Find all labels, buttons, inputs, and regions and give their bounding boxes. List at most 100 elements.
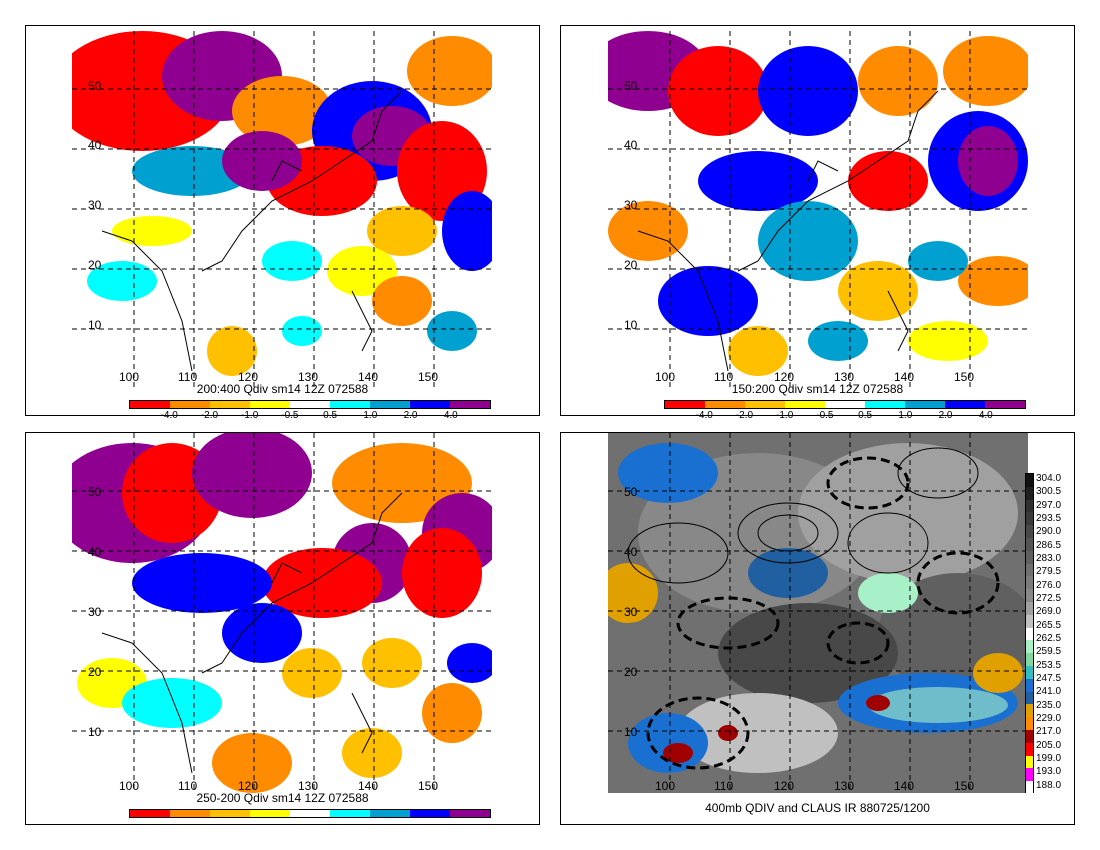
ir-colorbar-swatch: [1026, 665, 1033, 679]
colorbar-swatch: [705, 401, 745, 408]
lon-label: 120: [238, 370, 259, 384]
colorbar-swatch: [370, 810, 410, 817]
lon-label: 100: [119, 779, 140, 793]
qdiv-colorbar: [129, 809, 491, 818]
panel-400mb-qdiv-claus-ir: 50 40 30 20 10 100 110 120 130 140 150 4…: [560, 432, 1075, 825]
lon-label: 150: [954, 779, 975, 793]
colorbar-swatch: [290, 810, 330, 817]
colorbar-swatch: [905, 401, 945, 408]
lon-label: 120: [238, 779, 259, 793]
ir-colorbar-swatch: [1026, 729, 1033, 743]
ir-colorbar-swatch: [1026, 755, 1033, 769]
lat-label: 30: [624, 605, 638, 619]
lon-label: 140: [894, 370, 915, 384]
ir-scale-label: 241.0: [1036, 686, 1062, 698]
ir-scale-label: 235.0: [1036, 699, 1062, 711]
panel-caption: 150:200 Qdiv sm14 12Z 072588: [731, 382, 904, 396]
ir-scale-label: 290.0: [1036, 526, 1062, 538]
ir-colorbar-swatch: [1026, 576, 1033, 590]
ir-scale-label: 293.5: [1036, 513, 1062, 524]
ir-colorbar-swatch: [1026, 525, 1033, 538]
qdiv-colorbar: [129, 400, 491, 409]
ir-colorbar-swatch: [1026, 742, 1033, 756]
ir-colorbar-swatch: [1026, 589, 1033, 602]
lat-label: 10: [88, 318, 102, 332]
colorbar-swatch: [945, 401, 985, 408]
ir-scale-label: 286.5: [1036, 539, 1062, 551]
ir-scale-label: 272.5: [1036, 593, 1062, 604]
colorbar-tick-label: -4.0: [160, 410, 178, 421]
lon-label: 100: [655, 370, 676, 384]
colorbar-swatch: [250, 810, 290, 817]
ir-colorbar-swatch: [1026, 512, 1033, 526]
lat-label: 30: [88, 198, 102, 212]
lat-label: 10: [88, 725, 102, 739]
ir-colorbar-swatch: [1026, 601, 1033, 615]
ir-scale-label: 300.5: [1036, 486, 1062, 498]
colorbar-swatch: [250, 401, 290, 408]
lon-label: 150: [418, 779, 439, 793]
ir-colorbar-swatch: [1026, 678, 1033, 692]
ir-scale-label: 188.0: [1036, 779, 1062, 791]
lon-label: 100: [119, 370, 140, 384]
colorbar-swatch: [785, 401, 825, 408]
colorbar-tick-label: 1.0: [363, 410, 378, 421]
colorbar-tick-label: 2.0: [403, 410, 418, 421]
colorbar-swatch: [370, 401, 410, 408]
ir-scale-label: 279.5: [1036, 566, 1062, 578]
ir-colorbar-swatch: [1026, 781, 1033, 794]
lat-label: 30: [624, 198, 638, 212]
ir-colorbar-swatch: [1026, 627, 1033, 641]
colorbar-tick-label: -1.0: [776, 410, 794, 421]
ir-scale-label: 193.0: [1036, 766, 1062, 778]
colorbar-tick-label: -0.5: [816, 410, 834, 421]
colorbar-ticks: -4.0 -2.0 -1.0 -0.5 0.5 1.0 2.0 4.0: [664, 410, 1026, 422]
colorbar-swatch: [825, 401, 865, 408]
ir-colorbar-swatch: [1026, 486, 1033, 500]
ir-scale-label: 283.0: [1036, 553, 1062, 564]
colorbar-tick-label: -0.5: [281, 410, 299, 421]
panel-200-400-qdiv: 50 40 30 20 10 100 110 120 130 140 150 2…: [25, 25, 540, 421]
lon-label: 130: [298, 370, 319, 384]
lat-label: 20: [88, 665, 102, 679]
panel-caption: 400mb QDIV and CLAUS IR 880725/1200: [705, 801, 930, 815]
colorbar-tick-label: -2.0: [735, 410, 754, 421]
colorbar-tick-label: -1.0: [241, 410, 259, 421]
ir-colorbar-swatch: [1026, 640, 1033, 654]
lon-label: 150: [418, 370, 439, 384]
lon-label: 140: [358, 370, 379, 384]
lon-label: 140: [358, 779, 379, 793]
lat-label: 50: [88, 79, 102, 93]
colorbar-swatch: [210, 401, 250, 408]
ir-scale-label: 199.0: [1036, 753, 1062, 764]
panel-caption: 200:400 Qdiv sm14 12Z 072588: [196, 382, 369, 396]
colorbar-swatch: [865, 401, 905, 408]
colorbar-tick-label: 0.5: [858, 410, 873, 421]
lon-label: 120: [774, 779, 795, 793]
lat-label: 50: [88, 485, 102, 499]
lon-label: 110: [178, 370, 198, 384]
colorbar-swatch: [170, 810, 210, 817]
map-area: [608, 31, 1028, 389]
colorbar-swatch: [130, 810, 170, 817]
colorbar-swatch: [330, 401, 370, 408]
colorbar-swatch: [210, 810, 250, 817]
ir-colorbar-labels: 304.0 300.5 297.0 293.5 290.0 286.5 283.0 279.5…: [1036, 473, 1076, 793]
colorbar-ticks: -4.0 -2.0 -1.0 -0.5 0.5 1.0 2.0 4.0: [129, 410, 491, 422]
colorbar-tick-label: 1.0: [898, 410, 913, 421]
colorbar-tick-label: 4.0: [978, 410, 993, 421]
map-area: [608, 433, 1028, 793]
colorbar-swatch: [290, 401, 330, 408]
ir-colorbar-swatch: [1026, 768, 1033, 782]
lat-label: 50: [624, 79, 638, 93]
ir-satellite-map: [608, 433, 1028, 793]
ir-scale-label: 276.0: [1036, 579, 1062, 591]
ir-scale-label: 229.0: [1036, 713, 1062, 724]
colorbar-swatch: [170, 401, 210, 408]
colorbar-tick-label: 4.0: [443, 410, 458, 421]
lat-label: 40: [624, 545, 638, 559]
ir-scale-label: 217.0: [1036, 726, 1062, 738]
ir-scale-label: 265.5: [1036, 619, 1062, 631]
map-area: [72, 433, 492, 793]
lon-label: 100: [655, 779, 676, 793]
